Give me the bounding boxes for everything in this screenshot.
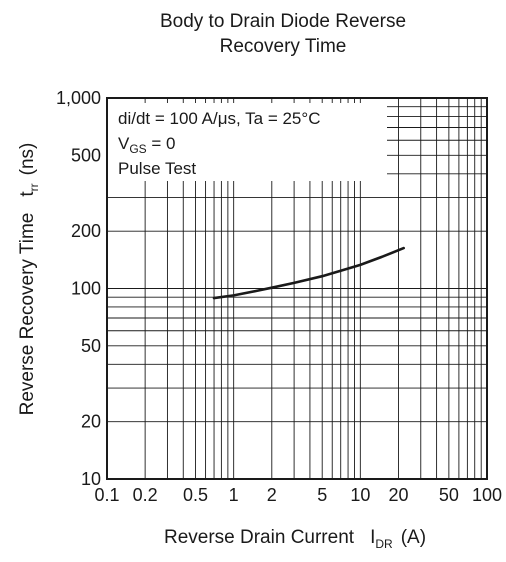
x-tick-label: 0.5 xyxy=(183,485,208,505)
x-tick-label: 100 xyxy=(472,485,502,505)
y-tick-label: 500 xyxy=(71,145,101,165)
y-tick-label: 1,000 xyxy=(56,88,101,108)
y-tick-label: 20 xyxy=(81,412,101,432)
y-tick-label: 100 xyxy=(71,279,101,299)
x-tick-label: 0.1 xyxy=(94,485,119,505)
x-tick-label: 0.2 xyxy=(133,485,158,505)
x-tick-label: 5 xyxy=(317,485,327,505)
chart-title-line-1: Body to Drain Diode Reverse xyxy=(160,11,406,32)
x-tick-label: 50 xyxy=(439,485,459,505)
y-axis-label: Reverse Recovery Timetrr(ns) xyxy=(17,143,41,416)
plot-frame xyxy=(106,97,488,480)
x-tick-label: 1 xyxy=(229,485,239,505)
x-tick-label: 10 xyxy=(350,485,370,505)
y-tick-labels: 10 20 50 100 200 500 1,000 xyxy=(56,88,101,489)
x-tick-labels: 0.1 0.2 0.5 1 2 5 10 20 50 100 xyxy=(94,485,502,505)
chart-title-line-2: Recovery Time xyxy=(220,36,347,57)
annotation-pulse-test: Pulse Test xyxy=(118,159,196,178)
series-line xyxy=(212,246,406,300)
series-curve xyxy=(212,246,406,300)
y-tick-label: 200 xyxy=(71,221,101,241)
y-tick-label: 10 xyxy=(81,469,101,489)
x-tick-label: 2 xyxy=(267,485,277,505)
x-tick-label: 20 xyxy=(388,485,408,505)
x-axis-label: Reverse Drain Current IDR (A) xyxy=(164,527,426,551)
annotation-vgs: VGS = 0 xyxy=(118,134,176,156)
y-tick-label: 50 xyxy=(81,336,101,356)
plot-border xyxy=(106,97,488,480)
annotation-didt: di/dt = 100 A/μs, Ta = 25°C xyxy=(118,109,320,128)
annotation-box: di/dt = 100 A/μs, Ta = 25°C VGS = 0 Puls… xyxy=(107,103,387,181)
